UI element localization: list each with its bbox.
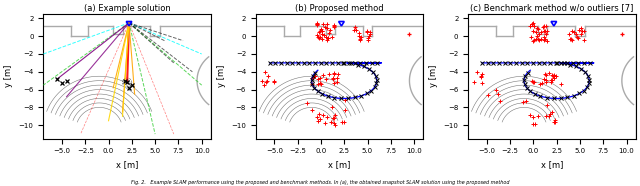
Title: (c) Benchmark method w/o outliers [7]: (c) Benchmark method w/o outliers [7] [470, 4, 634, 13]
Y-axis label: y [m]: y [m] [4, 65, 13, 87]
Title: (a) Example solution: (a) Example solution [84, 4, 170, 13]
Y-axis label: y [m]: y [m] [429, 65, 438, 87]
X-axis label: x [m]: x [m] [541, 160, 563, 169]
Y-axis label: y [m]: y [m] [216, 65, 225, 87]
Text: Fig. 2.   Example SLAM performance using the proposed and benchmark methods. In : Fig. 2. Example SLAM performance using t… [131, 180, 509, 185]
Title: (b) Proposed method: (b) Proposed method [295, 4, 384, 13]
X-axis label: x [m]: x [m] [328, 160, 351, 169]
X-axis label: x [m]: x [m] [116, 160, 138, 169]
